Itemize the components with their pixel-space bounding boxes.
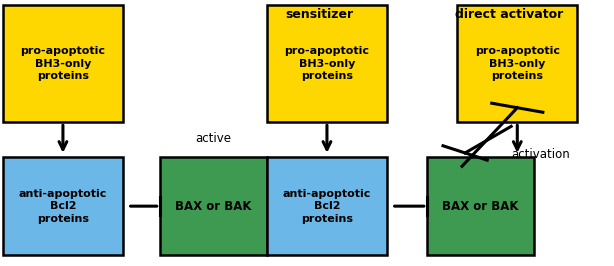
Text: activation: activation [511,148,570,161]
FancyBboxPatch shape [3,157,123,255]
FancyBboxPatch shape [267,5,387,122]
Text: direct activator: direct activator [456,8,564,21]
FancyBboxPatch shape [160,157,267,255]
FancyBboxPatch shape [457,5,577,122]
Text: BAX or BAK: BAX or BAK [442,200,519,213]
Text: active: active [196,132,231,145]
Text: BAX or BAK: BAX or BAK [175,200,252,213]
Text: anti-apoptotic
Bcl2
proteins: anti-apoptotic Bcl2 proteins [283,189,371,223]
FancyBboxPatch shape [3,5,123,122]
Text: pro-apoptotic
BH3-only
proteins: pro-apoptotic BH3-only proteins [284,47,370,81]
FancyBboxPatch shape [267,157,387,255]
Text: sensitizer: sensitizer [286,8,353,21]
FancyBboxPatch shape [427,157,534,255]
Text: pro-apoptotic
BH3-only
proteins: pro-apoptotic BH3-only proteins [20,47,106,81]
Text: pro-apoptotic
BH3-only
proteins: pro-apoptotic BH3-only proteins [475,47,560,81]
Text: anti-apoptotic
Bcl2
proteins: anti-apoptotic Bcl2 proteins [19,189,107,223]
